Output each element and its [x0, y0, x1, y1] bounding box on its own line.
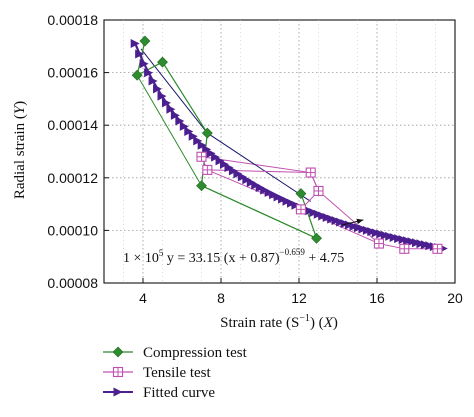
compression-point	[157, 56, 168, 68]
y-tick-label: 0.00018	[47, 12, 98, 28]
arrow-head	[356, 218, 364, 225]
fitted-curve-point	[166, 104, 176, 114]
compression-point	[196, 180, 207, 192]
x-tick-label: 16	[369, 290, 385, 306]
fitted-curve-point	[179, 121, 189, 131]
legend-item: Tensile test	[103, 365, 212, 381]
fitted-curve-point	[184, 126, 194, 136]
fitted-curve-point	[188, 131, 198, 141]
compression-point	[201, 127, 213, 139]
legend-label: Fitted curve	[143, 385, 215, 401]
tensile-point	[373, 238, 385, 249]
legend-marker	[113, 387, 123, 397]
fitted-curve-point	[175, 116, 185, 126]
legend-label: Compression test	[143, 345, 248, 361]
legend-label: Tensile test	[143, 365, 212, 381]
fitted-curve-point	[153, 84, 163, 94]
y-tick-label: 0.00014	[47, 117, 98, 133]
equation-arrow	[341, 218, 364, 226]
legend-item: Compression test	[103, 345, 248, 361]
tensile-point	[399, 243, 410, 254]
legend-marker	[112, 366, 124, 378]
fit-equation: 1 × 105 y = 33.15 (x + 0.87)−0.659 + 4.7…	[123, 247, 344, 266]
fitted-curve-point	[130, 38, 140, 48]
compression-point	[295, 188, 307, 200]
compression-point	[131, 69, 143, 81]
tensile-point	[313, 185, 324, 196]
legend-item: Fitted curve	[103, 385, 215, 401]
x-tick-label: 12	[291, 290, 307, 306]
series-layer	[130, 35, 448, 254]
tensile-point	[295, 204, 307, 215]
tensile-point	[196, 151, 207, 162]
tensile-point	[202, 164, 213, 175]
y-tick-label: 0.00010	[47, 222, 98, 238]
fitted-curve-point	[170, 110, 180, 120]
fitted-curve-point	[157, 91, 167, 101]
y-tick-label: 0.00008	[47, 275, 98, 291]
y-axis-title: Radial strain (Y)	[12, 101, 28, 199]
y-tick-label: 0.00012	[47, 170, 98, 186]
x-tick-label: 20	[447, 290, 463, 306]
fitted-curve-point	[148, 76, 158, 86]
compression-point	[311, 232, 322, 244]
tensile-point	[432, 243, 443, 254]
plot-frame	[103, 19, 456, 284]
legend: Compression test Tensile test Fitted curve	[103, 345, 248, 401]
fitted-curve-point	[161, 98, 171, 108]
x-tick-label: 4	[139, 290, 147, 306]
axis-ticks: 4 8 12 16 20 0.00008 0.00010 0.00012 0.00014 0.00…	[47, 12, 463, 306]
x-tick-label: 8	[217, 290, 225, 306]
fitted-curve-point	[139, 59, 149, 69]
y-tick-label: 0.00016	[47, 65, 98, 81]
fitted-curve-point	[135, 49, 145, 59]
legend-marker	[112, 346, 124, 358]
grid	[104, 20, 455, 283]
x-axis-title: Strain rate (S−1) (X)	[220, 313, 338, 331]
tensile-point	[305, 167, 316, 178]
fitted-curve-point	[144, 68, 154, 78]
compression-point	[139, 35, 151, 47]
